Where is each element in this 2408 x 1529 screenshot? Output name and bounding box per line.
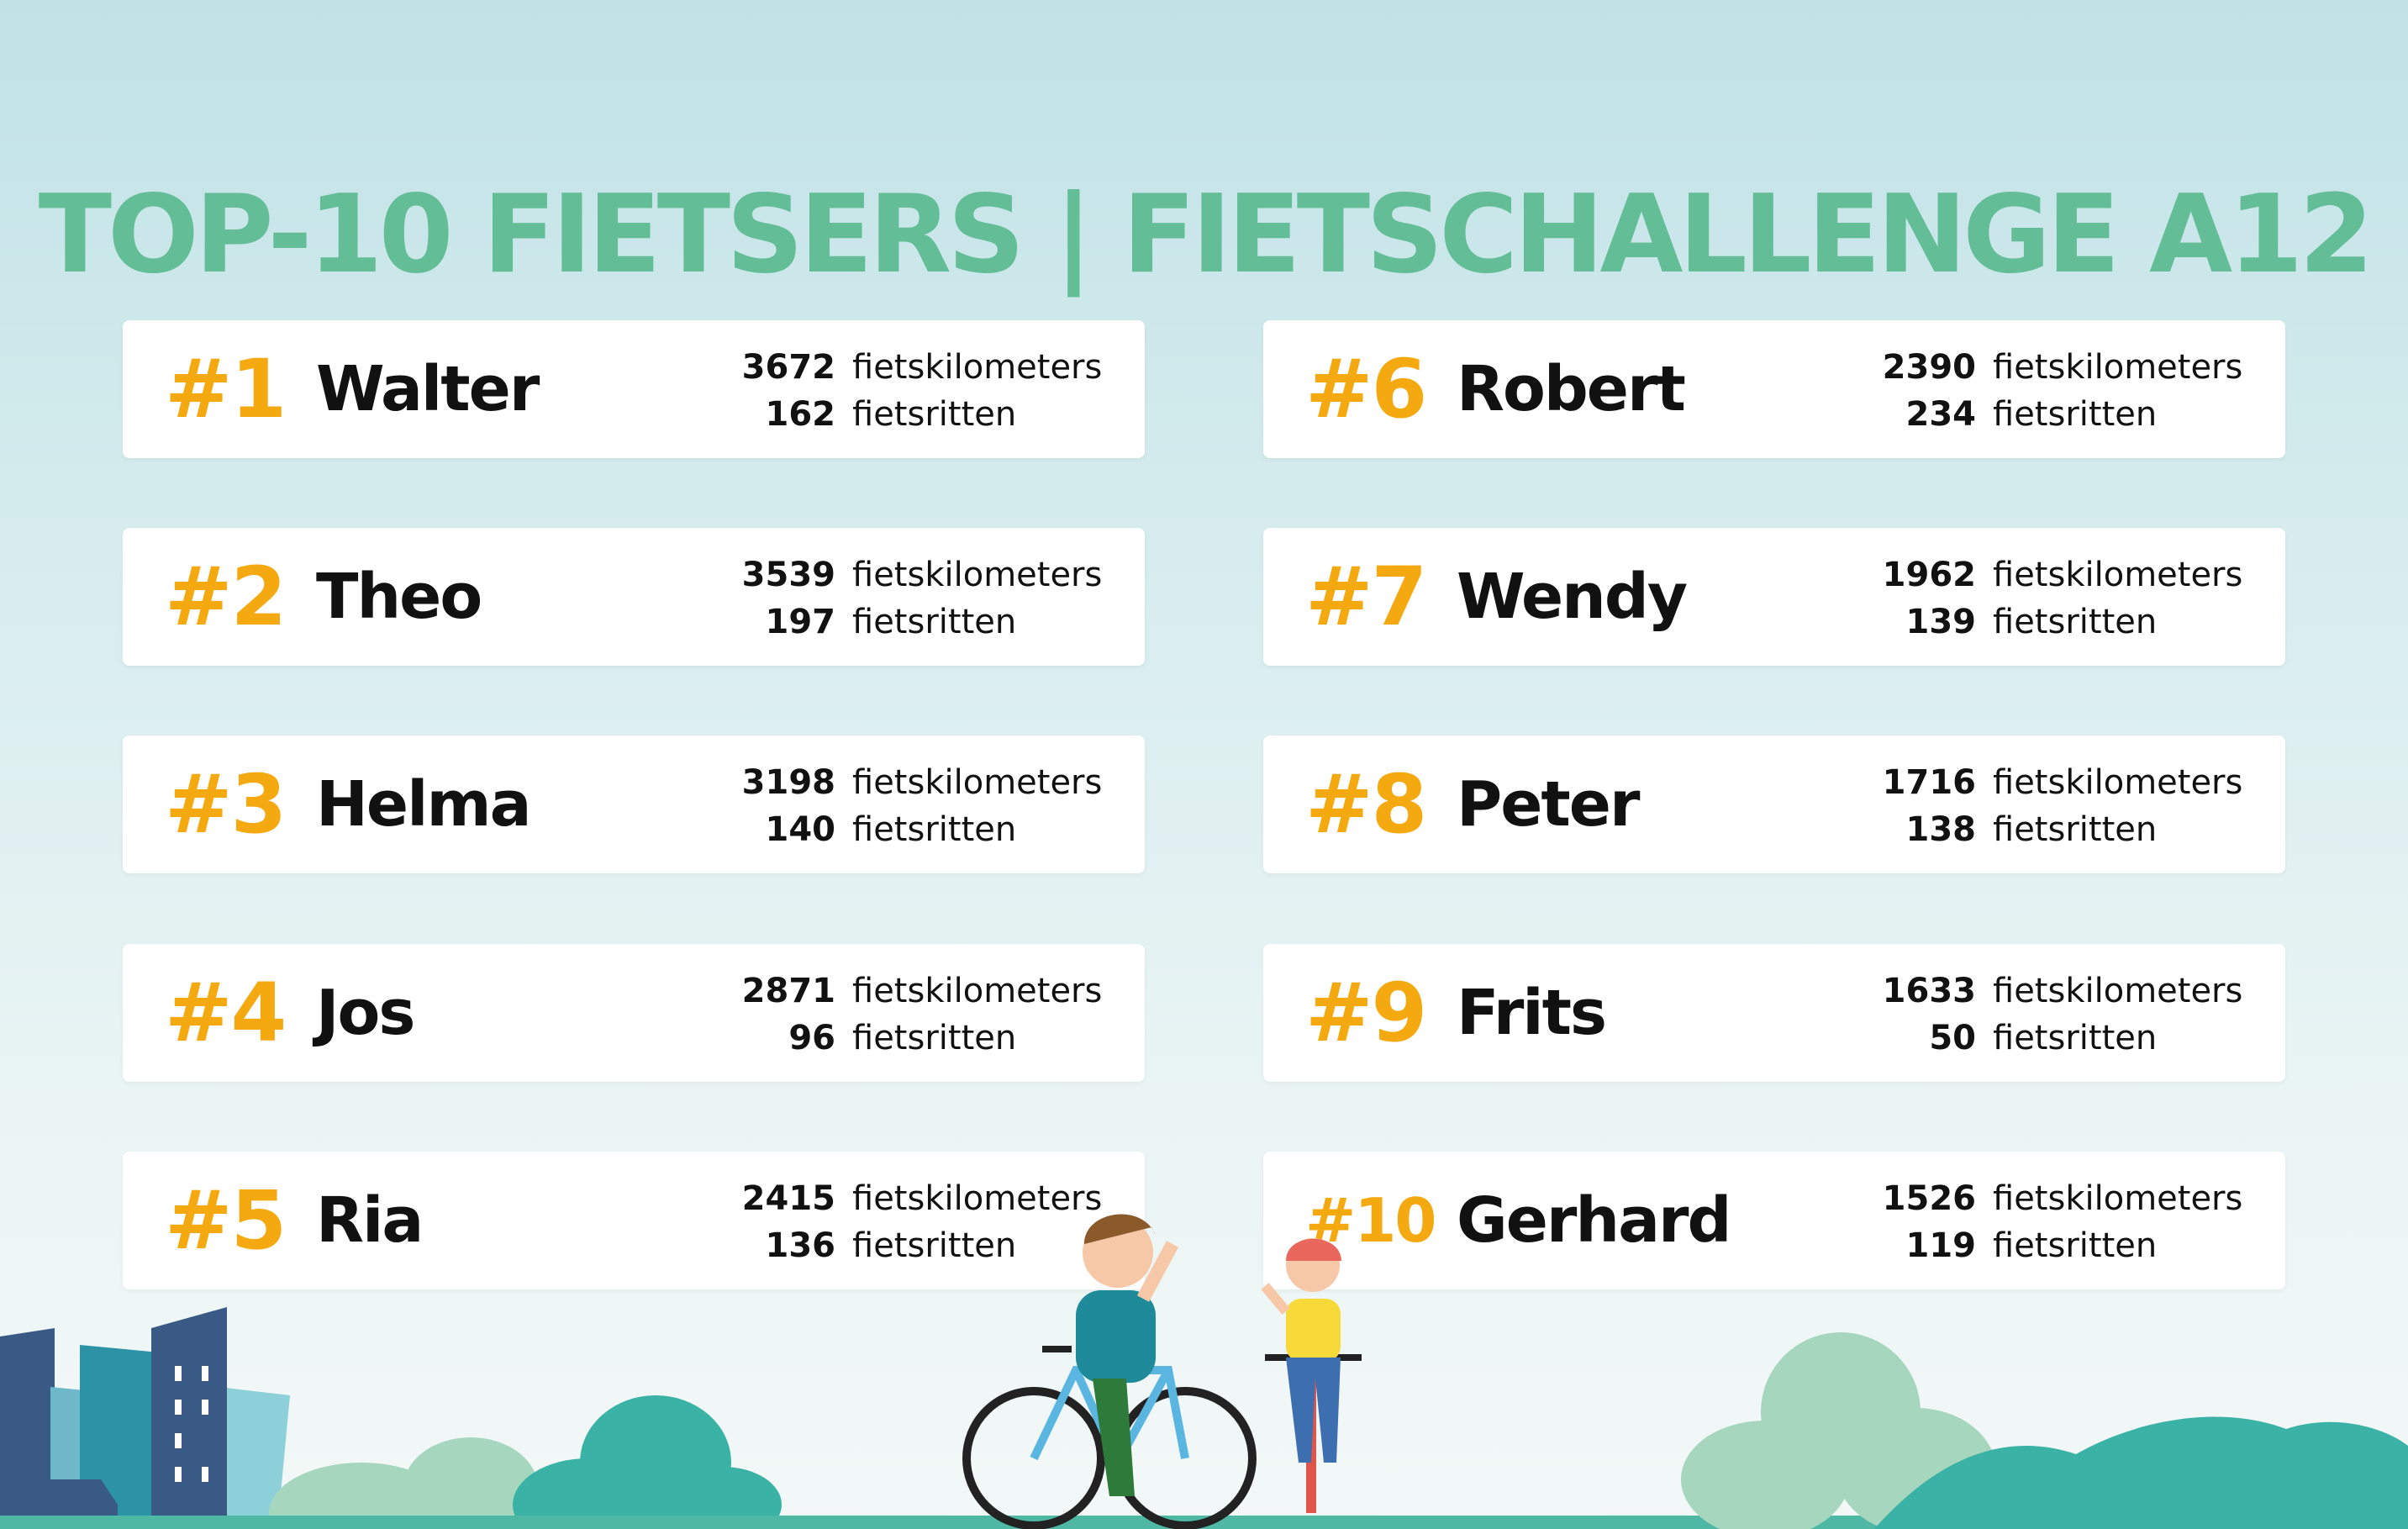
rider-stats: 2871 fietskilometers 96 fietsritten	[718, 967, 1104, 1062]
rider-name: Robert	[1457, 353, 1686, 425]
rides-value: 138	[1905, 810, 1977, 849]
rider-stats: 2390 fietskilometers 234 fietsritten	[1858, 344, 2245, 438]
km-value: 1526	[1882, 1179, 1976, 1218]
leaderboard-card-9: #9 Frits 1633 fietskilometers 50 fietsritt…	[1263, 944, 2285, 1082]
ground-strip	[0, 1516, 2408, 1529]
bushes-left-icon	[269, 1395, 782, 1529]
rider-name: Theo	[316, 561, 482, 633]
leaderboard-card-8: #8 Peter 1716 fietskilometers 138 fietsrit…	[1263, 736, 2285, 873]
rank-label: #4	[165, 966, 287, 1060]
bushes-right-icon	[1681, 1332, 2408, 1529]
leaderboard-card-6: #6 Robert 2390 fietskilometers 234 fietsri…	[1263, 320, 2285, 458]
rides-value: 139	[1905, 603, 1977, 641]
city-buildings-icon	[0, 1307, 290, 1529]
leaderboard-card-3: #3 Helma 3198 fietskilometers 140 fietsrit…	[123, 736, 1145, 873]
km-unit: fietskilometers	[1993, 763, 2243, 802]
rides-value: 119	[1905, 1226, 1977, 1265]
rider-name: Walter	[316, 353, 540, 425]
leaderboard-card-4: #4 Jos 2871 fietskilometers 96 fietsritten	[123, 944, 1145, 1082]
leaderboard-card-2: #2 Theo 3539 fietskilometers 197 fietsritt…	[123, 528, 1145, 666]
rides-unit: fietsritten	[1993, 603, 2158, 641]
rank-label: #6	[1305, 342, 1427, 436]
rank-label: #2	[165, 550, 287, 644]
rides-unit: fietsritten	[852, 1226, 1017, 1265]
rides-value: 96	[788, 1019, 835, 1057]
rank-label: #10	[1305, 1185, 1437, 1256]
rider-name: Helma	[316, 768, 532, 841]
rides-unit: fietsritten	[852, 603, 1017, 641]
km-value: 3672	[741, 348, 835, 387]
rank-label: #5	[165, 1173, 287, 1268]
leaderboard-card-1: #1 Walter 3672 fietskilometers 162 fietsri…	[123, 320, 1145, 458]
km-unit: fietskilometers	[1993, 972, 2243, 1010]
rides-unit: fietsritten	[852, 395, 1017, 434]
leaderboard-card-5: #5 Ria 2415 fietskilometers 136 fietsritte…	[123, 1152, 1145, 1289]
km-unit: fietskilometers	[852, 972, 1103, 1010]
rides-value: 162	[765, 395, 836, 434]
rider-stats: 1526 fietskilometers 119 fietsritten	[1858, 1175, 2245, 1269]
rider-stats: 1633 fietskilometers 50 fietsritten	[1858, 967, 2245, 1062]
rides-value: 234	[1905, 395, 1977, 434]
rides-unit: fietsritten	[852, 810, 1017, 849]
rider-name: Wendy	[1457, 561, 1688, 633]
rides-unit: fietsritten	[1993, 1019, 2158, 1057]
rides-value: 50	[1929, 1019, 1976, 1057]
leaderboard-card-10: #10 Gerhard 1526 fietskilometers 119 fiets…	[1263, 1152, 2285, 1289]
rider-stats: 3672 fietskilometers 162 fietsritten	[718, 344, 1104, 438]
km-unit: fietskilometers	[1993, 348, 2243, 387]
rank-label: #1	[165, 342, 287, 436]
km-unit: fietskilometers	[852, 763, 1103, 802]
rider-stats: 2415 fietskilometers 136 fietsritten	[718, 1175, 1104, 1269]
rides-unit: fietsritten	[852, 1019, 1017, 1057]
km-value: 2390	[1882, 348, 1976, 387]
km-unit: fietskilometers	[1993, 1179, 2243, 1218]
rank-label: #9	[1305, 966, 1427, 1060]
rides-unit: fietsritten	[1993, 395, 2158, 434]
rides-value: 197	[765, 603, 836, 641]
rides-unit: fietsritten	[1993, 810, 2158, 849]
rank-label: #8	[1305, 757, 1427, 851]
rider-name: Peter	[1457, 768, 1640, 841]
rider-stats: 3198 fietskilometers 140 fietsritten	[718, 759, 1104, 853]
km-value: 1633	[1882, 972, 1976, 1010]
rides-value: 140	[765, 810, 836, 849]
rides-unit: fietsritten	[1993, 1226, 2158, 1265]
rider-name: Ria	[316, 1184, 424, 1257]
rider-name: Gerhard	[1457, 1184, 1732, 1257]
km-unit: fietskilometers	[1993, 556, 2243, 594]
rank-label: #7	[1305, 550, 1427, 644]
km-value: 2415	[741, 1179, 835, 1218]
km-unit: fietskilometers	[852, 348, 1103, 387]
rider-name: Frits	[1457, 977, 1607, 1049]
rider-name: Jos	[316, 977, 415, 1049]
km-value: 1716	[1882, 763, 1976, 802]
km-value: 2871	[741, 972, 835, 1010]
km-value: 1962	[1882, 556, 1976, 594]
km-unit: fietskilometers	[852, 556, 1103, 594]
km-value: 3539	[741, 556, 835, 594]
rider-stats: 1716 fietskilometers 138 fietsritten	[1858, 759, 2245, 853]
rider-stats: 1962 fietskilometers 139 fietsritten	[1858, 551, 2245, 646]
km-value: 3198	[741, 763, 835, 802]
rides-value: 136	[765, 1226, 836, 1265]
page-title: TOP-10 FIETSERS | FIETSCHALLENGE A12	[38, 171, 2374, 298]
leaderboard-card-7: #7 Wendy 1962 fietskilometers 139 fietsrit…	[1263, 528, 2285, 666]
km-unit: fietskilometers	[852, 1179, 1103, 1218]
rider-stats: 3539 fietskilometers 197 fietsritten	[718, 551, 1104, 646]
rank-label: #3	[165, 757, 287, 851]
